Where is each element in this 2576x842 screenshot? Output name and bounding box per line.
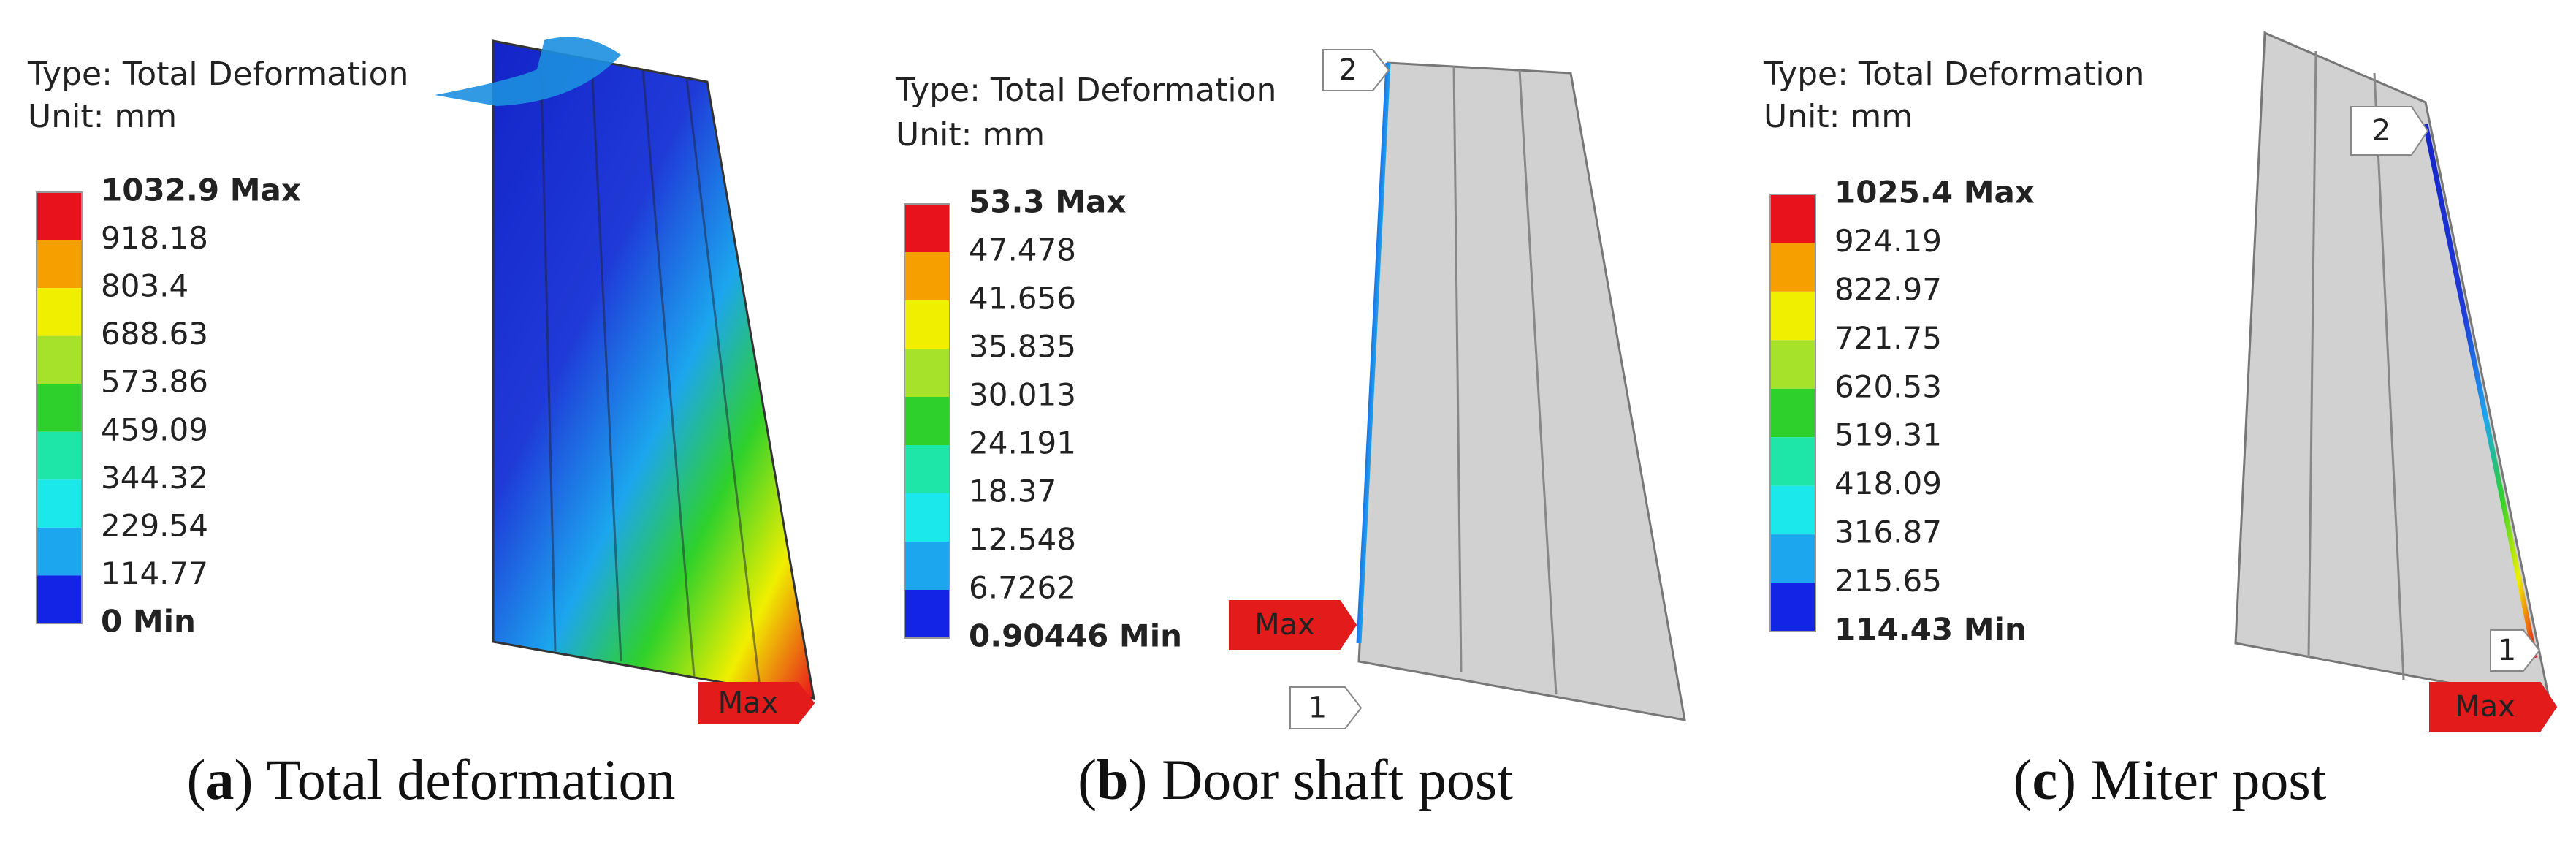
caption-part: b [1097, 748, 1128, 811]
legend-label: 12.548 [969, 522, 1076, 558]
result-unit: Unit: mm [896, 116, 1045, 153]
legend-band [37, 527, 82, 576]
legend-band [37, 479, 82, 528]
probe-tag-label: 1 [1308, 691, 1327, 725]
legend-band [904, 542, 950, 590]
legend-label: 114.43 Min [1834, 612, 2027, 648]
legend-label: 822.97 [1834, 271, 1942, 307]
legend-label: 573.86 [101, 364, 208, 400]
legend-frame [1769, 194, 1816, 632]
legend-band [37, 384, 82, 432]
legend-band [904, 445, 950, 493]
probe-tag-label: Max [718, 686, 779, 720]
legend-band [1770, 437, 1815, 486]
legend-label: 620.53 [1834, 368, 1942, 404]
legend-label: 418.09 [1834, 466, 1942, 501]
probe-tag [698, 682, 815, 724]
legend-label: 47.478 [969, 232, 1076, 268]
legend-band [37, 192, 82, 240]
legend-label: 0 Min [101, 604, 196, 640]
legend-label: 24.191 [969, 425, 1076, 461]
legend-label: 344.32 [101, 460, 208, 496]
caption-part: ) Total deformation [235, 748, 676, 811]
caption-part: ) Miter post [2057, 748, 2327, 811]
legend-label: 53.3 Max [969, 184, 1126, 220]
legend-frame [36, 191, 83, 624]
legend-band [1770, 243, 1815, 292]
caption-part: ( [187, 748, 206, 811]
caption-part: c [2032, 748, 2058, 811]
legend-band [904, 590, 950, 638]
legend-band [1770, 194, 1815, 243]
probe-tag-label: Max [2455, 690, 2515, 724]
legend-label: 0.90446 Min [969, 618, 1182, 654]
legend-band [1770, 388, 1815, 438]
legend-label: 18.37 [969, 474, 1056, 509]
probe-tag [1289, 686, 1363, 729]
legend-label: 918.18 [101, 220, 208, 256]
result-type: Type: Total Deformation [27, 56, 408, 93]
result-type: Type: Total Deformation [895, 72, 1276, 109]
legend-label: 1032.9 Max [101, 172, 301, 208]
legend-band [37, 288, 82, 336]
model-a [435, 37, 815, 700]
legend-band [904, 252, 950, 300]
probe-tag [2429, 682, 2558, 732]
probe-tag [2490, 629, 2541, 672]
model-c [2234, 31, 2551, 703]
caption-part: ( [1078, 748, 1097, 811]
legend-label: 215.65 [1834, 563, 1942, 599]
probe-tag [1229, 600, 1357, 650]
caption-part: ( [2013, 748, 2032, 811]
legend-band [37, 575, 82, 623]
legend-label: 229.54 [101, 507, 208, 543]
legend-band [37, 431, 82, 480]
caption-part: ) Door shaft post [1128, 748, 1513, 811]
legend-label: 6.7262 [969, 570, 1076, 606]
legend-label: 114.77 [101, 555, 208, 591]
probe-tag-label: 2 [2372, 114, 2390, 148]
legend-label: 1025.4 Max [1834, 175, 2035, 210]
result-unit: Unit: mm [28, 98, 177, 135]
caption: (c) Miter post [2013, 748, 2327, 811]
legend-band [904, 204, 950, 252]
legend-band [37, 240, 82, 289]
caption: (b) Door shaft post [1078, 748, 1513, 811]
probe-tag-label: 2 [1338, 53, 1357, 87]
legend-label: 30.013 [969, 377, 1076, 413]
result-type: Type: Total Deformation [1763, 56, 2144, 93]
legend-band [1770, 340, 1815, 389]
legend-label: 316.87 [1834, 515, 1942, 550]
legend-band [37, 335, 82, 384]
legend-band [904, 397, 950, 445]
legend-frame [904, 203, 950, 639]
legend-band [1770, 485, 1815, 535]
legend-band [904, 493, 950, 542]
legend-label: 41.656 [969, 281, 1076, 316]
legend-label: 35.835 [969, 329, 1076, 365]
legend-band [904, 349, 950, 397]
result-unit: Unit: mm [1764, 98, 1913, 135]
legend-label: 519.31 [1834, 417, 1942, 453]
probe-tag-label: Max [1254, 608, 1315, 642]
legend-band [904, 300, 950, 349]
probe-tag-label: 1 [2498, 634, 2516, 667]
legend-band [1770, 291, 1815, 341]
probe-tag [1322, 49, 1390, 91]
model-b [1356, 61, 1686, 721]
caption-part: a [206, 748, 235, 811]
probe-tag [2350, 106, 2429, 156]
legend-label: 721.75 [1834, 320, 1942, 356]
legend-label: 803.4 [101, 268, 188, 304]
legend-band [1770, 534, 1815, 583]
legend-band [1770, 583, 1815, 632]
legend-label: 459.09 [101, 411, 208, 447]
caption: (a) Total deformation [187, 748, 676, 811]
legend-label: 688.63 [101, 316, 208, 352]
legend-label: 924.19 [1834, 223, 1942, 259]
